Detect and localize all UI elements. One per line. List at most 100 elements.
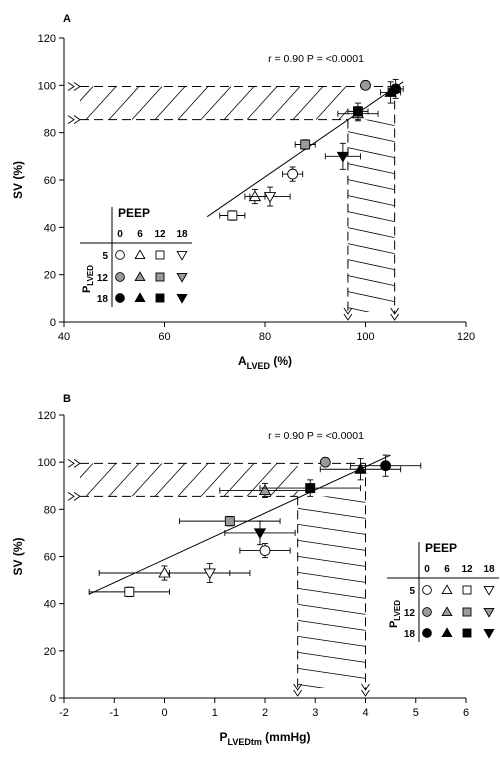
marker-triangle-up-gray: [258, 484, 272, 495]
hatch-horizontal: [80, 463, 298, 497]
marker-triangle-up-white: [158, 566, 171, 578]
x-tick-label: 1: [212, 707, 218, 719]
legend-row-value: 5: [409, 586, 415, 597]
marker-circle-gray: [319, 456, 331, 468]
y-tick-label: 20: [44, 270, 56, 282]
legend-row-value: 5: [102, 251, 108, 262]
marker-square-gray: [224, 516, 235, 527]
legend-marker-triangle-up-white: [134, 249, 146, 260]
legend-marker-square-white: [462, 585, 472, 595]
legend-marker-circle-black: [422, 628, 432, 638]
stats-text: r = 0.90 P = <0.0001: [268, 430, 364, 442]
legend-marker-circle-black: [115, 293, 125, 303]
panel-label: A: [63, 13, 71, 25]
regression-line: [88, 454, 391, 595]
legend-title: PEEP: [118, 206, 150, 220]
y-tick-label: 100: [38, 457, 56, 469]
legend-marker-triangle-down-gray: [483, 607, 495, 618]
x-axis-label: ALVED (%): [238, 354, 292, 371]
y-tick-label: 0: [50, 317, 56, 329]
panel-label: B: [63, 393, 71, 405]
legend-marker-triangle-up-black: [134, 292, 146, 303]
legend-marker-circle-white: [115, 250, 125, 260]
x-axis-arrow-marker: [390, 307, 400, 321]
x-tick-label: 2: [262, 707, 268, 719]
x-tick-label: 6: [463, 707, 469, 719]
legend-marker-triangle-up-black: [441, 627, 453, 638]
x-tick-label: 80: [259, 331, 271, 343]
legend-marker-circle-gray: [422, 607, 432, 617]
legend-marker-triangle-down-gray: [176, 272, 188, 283]
data-point: [169, 563, 251, 583]
legend-peep-value: 0: [117, 229, 123, 240]
legend-marker-triangle-up-gray: [441, 606, 453, 617]
marker-triangle-up-white: [248, 190, 262, 202]
legend-marker-triangle-down-white: [176, 250, 188, 261]
data-point: [239, 543, 291, 559]
x-axis-label: PLVEDtm (mmHg): [219, 730, 310, 747]
legend-marker-square-black: [155, 293, 165, 303]
legend-row-value: 12: [404, 608, 416, 619]
legend-title: PEEP: [425, 541, 457, 555]
data-point: [324, 142, 361, 170]
marker-square-white: [124, 586, 135, 597]
legend-marker-triangle-up-gray: [134, 271, 146, 282]
data-point: [179, 515, 281, 527]
legend-peep-value: 6: [137, 229, 143, 240]
legend-peep-value: 6: [444, 564, 450, 575]
legend-row-value: 18: [97, 294, 109, 305]
legend-marker-triangle-down-black: [176, 293, 188, 304]
y-axis-arrow-marker: [67, 491, 81, 501]
y-axis-arrow-marker: [67, 458, 81, 468]
legend-marker-triangle-down-black: [483, 628, 495, 639]
y-tick-label: 0: [50, 693, 56, 705]
legend-row-axis-label: PLVED: [388, 600, 402, 628]
stats-text: r = 0.90 P = <0.0001: [268, 53, 364, 65]
y-tick-label: 80: [44, 128, 56, 140]
legend-peep-value: 18: [176, 229, 188, 240]
data-point: [319, 456, 331, 468]
data-point: [219, 210, 246, 221]
y-tick-label: 100: [38, 80, 56, 92]
y-tick-label: 60: [44, 552, 56, 564]
x-axis-arrow-marker: [343, 307, 353, 321]
marker-circle-black: [380, 460, 391, 472]
y-tick-label: 40: [44, 599, 56, 611]
x-tick-label: 5: [413, 707, 419, 719]
legend-marker-square-gray: [155, 272, 165, 282]
data-point: [249, 186, 291, 207]
marker-triangle-down-white: [203, 568, 216, 580]
marker-square-white: [227, 210, 238, 221]
y-tick-label: 40: [44, 222, 56, 234]
hatch-vertical: [297, 496, 366, 688]
y-tick-label: 60: [44, 175, 56, 187]
marker-circle-gray: [360, 79, 371, 91]
y-axis-label: SV (%): [11, 537, 25, 575]
legend-peep-value: 12: [154, 229, 166, 240]
x-tick-label: 120: [457, 331, 475, 343]
marker-triangle-down-white: [263, 192, 277, 203]
y-tick-label: 80: [44, 504, 56, 516]
legend-row-axis-label: PLVED: [81, 265, 95, 293]
y-axis-label: SV (%): [11, 161, 25, 199]
y-axis-arrow-marker: [67, 115, 81, 125]
x-tick-label: -1: [109, 707, 119, 719]
legend-marker-square-white: [155, 250, 165, 260]
data-point: [387, 78, 404, 99]
legend-row-value: 18: [404, 629, 416, 640]
legend-marker-square-gray: [462, 607, 472, 617]
marker-circle-white: [287, 168, 299, 180]
legend-peep-value: 0: [424, 564, 430, 575]
data-point: [224, 520, 296, 546]
legend-peep-value: 12: [461, 564, 473, 575]
legend-marker-triangle-down-white: [483, 585, 495, 596]
data-point: [349, 454, 422, 477]
hatch-horizontal: [80, 86, 348, 120]
data-point: [259, 479, 361, 497]
legend-peep-value: 18: [483, 564, 495, 575]
